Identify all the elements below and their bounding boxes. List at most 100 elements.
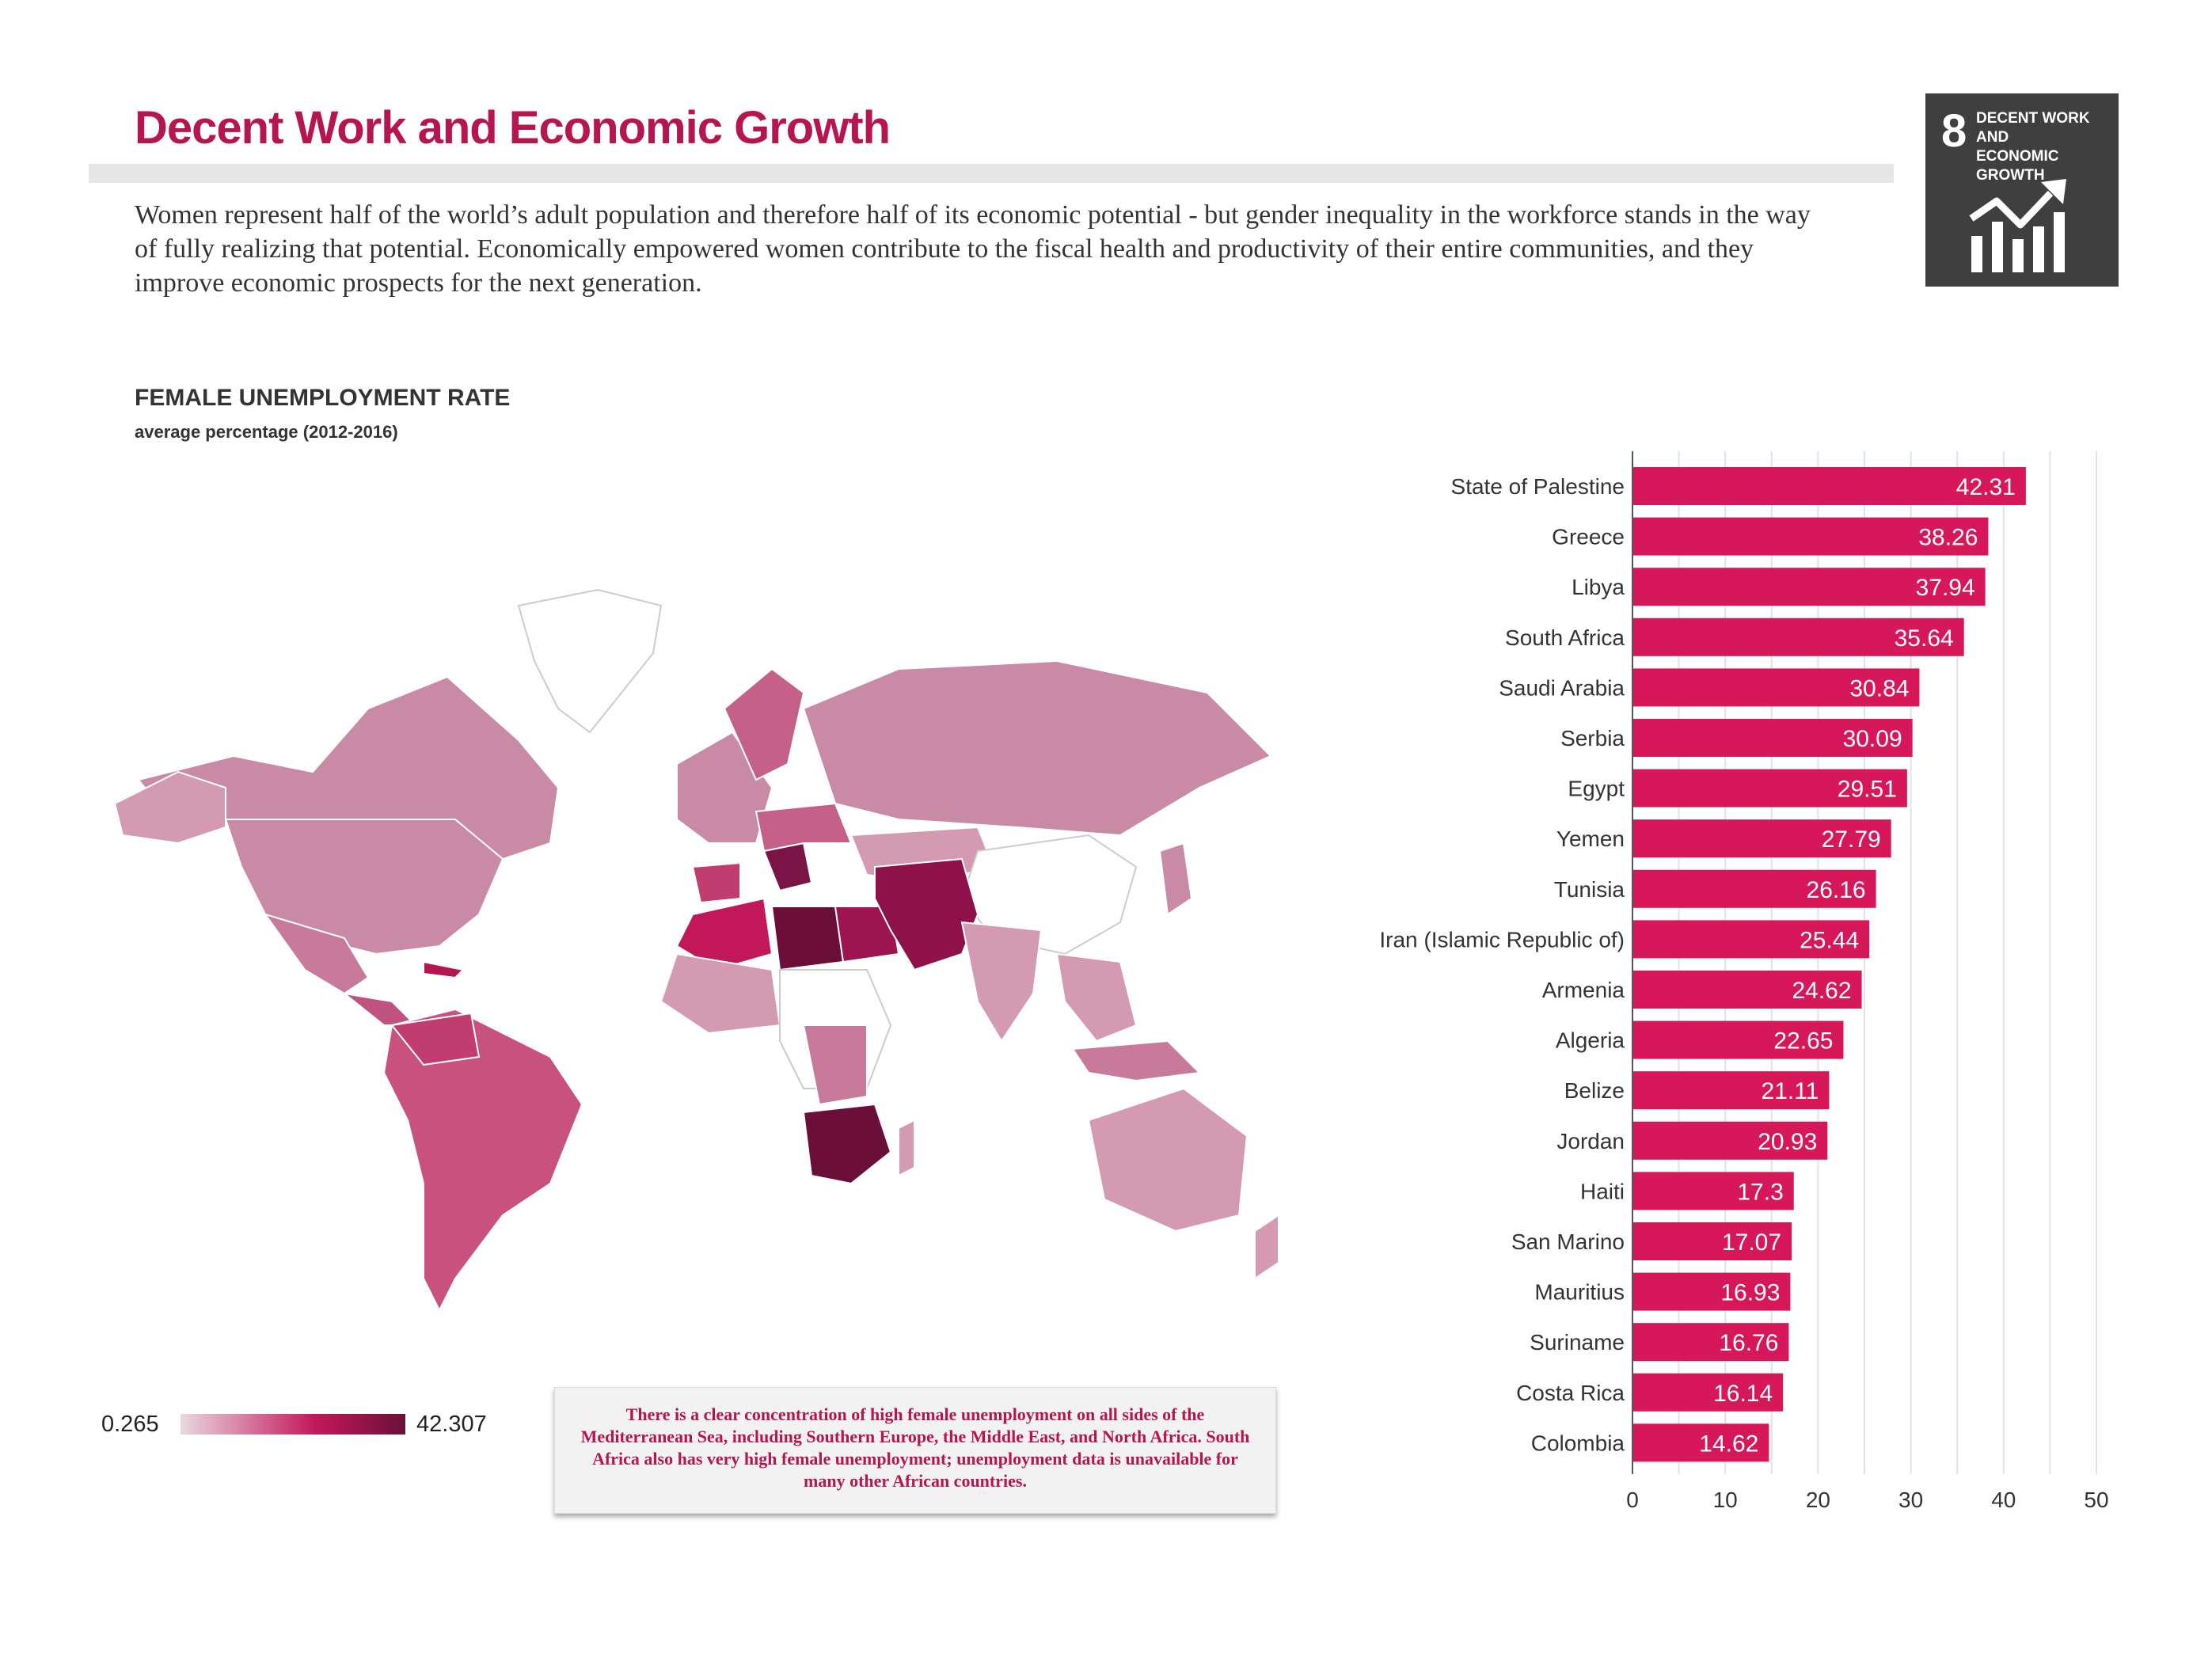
map-russia xyxy=(802,659,1272,837)
value-label: 17.07 xyxy=(1722,1229,1781,1256)
bar xyxy=(1633,719,1913,757)
value-label: 27.79 xyxy=(1822,826,1881,853)
category-label: Costa Rica xyxy=(1516,1381,1625,1405)
category-label: Saudi Arabia xyxy=(1499,675,1625,700)
map-south-america xyxy=(382,1008,583,1313)
category-label: Yemen xyxy=(1556,826,1625,851)
map-southeast-asia xyxy=(1055,952,1138,1043)
value-label: 14.62 xyxy=(1699,1431,1758,1457)
bar xyxy=(1633,568,1986,606)
value-label: 16.93 xyxy=(1720,1280,1780,1306)
map-iberia xyxy=(691,861,741,904)
map-eastern-europe xyxy=(754,802,853,853)
value-label: 35.64 xyxy=(1895,625,1954,652)
map-usa xyxy=(224,819,504,956)
map-libya xyxy=(770,906,845,971)
category-label: Algeria xyxy=(1556,1028,1625,1053)
map-south-africa xyxy=(802,1103,892,1185)
bar xyxy=(1633,467,2026,505)
bar xyxy=(1633,1423,1769,1462)
category-label: Serbia xyxy=(1560,726,1625,750)
bar-chart: State of Palestine 42.31 Greece 38.26 Libya 3… xyxy=(1379,451,2109,1512)
category-label: Jordan xyxy=(1556,1129,1625,1153)
category-label: Egypt xyxy=(1568,777,1625,801)
page-title: Decent Work and Economic Growth xyxy=(135,102,891,154)
map-new-zealand xyxy=(1254,1214,1279,1280)
x-tick-label: 20 xyxy=(1806,1488,1830,1512)
map-scandinavia xyxy=(723,667,805,781)
map-colombia-venezuela xyxy=(390,1012,481,1066)
bar xyxy=(1633,1373,1784,1412)
map-india xyxy=(960,921,1043,1043)
title-divider xyxy=(89,164,1894,183)
category-label: Armenia xyxy=(1542,978,1625,1002)
sdg-badge: 8 DECENT WORK AND ECONOMIC GROWTH xyxy=(1925,93,2119,287)
bar xyxy=(1633,1222,1792,1260)
bar xyxy=(1633,769,1907,808)
bar xyxy=(1633,618,1964,656)
sdg-number: 8 xyxy=(1941,105,1967,157)
category-label: Iran (Islamic Republic of) xyxy=(1379,927,1625,952)
category-label: Colombia xyxy=(1531,1431,1625,1455)
chart-section-title: FEMALE UNEMPLOYMENT RATE xyxy=(135,385,511,411)
legend-max-label: 42.307 xyxy=(416,1412,487,1437)
map-middle-east xyxy=(874,857,979,971)
x-tick-label: 40 xyxy=(1991,1488,2016,1512)
map-australia xyxy=(1087,1087,1249,1233)
value-label: 22.65 xyxy=(1773,1028,1833,1054)
map-west-africa xyxy=(659,952,781,1035)
map-north-africa-west xyxy=(675,897,773,971)
value-label: 38.26 xyxy=(1918,525,1978,551)
category-label: Belize xyxy=(1564,1078,1625,1103)
bar xyxy=(1633,819,1891,858)
category-label: South Africa xyxy=(1505,625,1625,650)
value-label: 30.84 xyxy=(1849,675,1909,701)
x-tick-label: 10 xyxy=(1713,1488,1738,1512)
category-label: Greece xyxy=(1552,525,1625,549)
value-label: 25.44 xyxy=(1800,927,1859,953)
value-label: 26.16 xyxy=(1807,877,1866,903)
category-label: San Marino xyxy=(1511,1229,1625,1254)
annotation-box: There is a clear concentration of high f… xyxy=(554,1387,1276,1514)
x-tick-label: 50 xyxy=(2084,1488,2108,1512)
intro-paragraph: Women represent half of the world’s adul… xyxy=(135,200,1811,298)
value-label: 16.14 xyxy=(1713,1381,1773,1407)
category-label: Libya xyxy=(1572,575,1625,599)
bar xyxy=(1633,517,1989,556)
value-label: 30.09 xyxy=(1843,726,1902,752)
sdg-label: DECENT WORK AND ECONOMIC GROWTH xyxy=(1976,110,2090,184)
map-indonesia xyxy=(1071,1039,1202,1082)
x-tick-label: 30 xyxy=(1898,1488,1923,1512)
bar xyxy=(1633,1071,1830,1110)
legend-min-label: 0.265 xyxy=(101,1412,159,1437)
map-madagascar xyxy=(898,1119,915,1177)
x-tick-label: 0 xyxy=(1626,1488,1639,1512)
legend-color-scale xyxy=(181,1414,405,1434)
bar xyxy=(1633,869,1876,908)
category-label: Suriname xyxy=(1530,1330,1625,1355)
map-east-central-africa xyxy=(802,1024,868,1106)
bar xyxy=(1633,1323,1789,1362)
growth-chart-icon xyxy=(1969,179,2066,272)
chart-section-subtitle: average percentage (2012-2016) xyxy=(135,422,398,442)
annotation-text: There is a clear concentration of high f… xyxy=(580,1404,1250,1491)
bar xyxy=(1633,1172,1794,1210)
bar xyxy=(1633,1020,1844,1059)
value-label: 16.76 xyxy=(1719,1330,1778,1356)
map-egypt xyxy=(834,906,900,963)
bar xyxy=(1633,971,1862,1009)
map-central-america xyxy=(341,992,418,1026)
value-label: 24.62 xyxy=(1792,978,1851,1004)
bar xyxy=(1633,1121,1828,1160)
map-greenland xyxy=(517,588,663,734)
map-alaska xyxy=(113,770,226,845)
map-caribbean xyxy=(423,960,466,979)
category-label: Mauritius xyxy=(1534,1280,1625,1305)
map-japan xyxy=(1158,842,1193,916)
world-map xyxy=(113,588,1279,1313)
value-label: 29.51 xyxy=(1838,777,1897,803)
value-label: 21.11 xyxy=(1762,1078,1819,1104)
category-label: Haiti xyxy=(1580,1179,1625,1203)
value-label: 42.31 xyxy=(1956,474,2016,500)
value-label: 20.93 xyxy=(1758,1129,1817,1155)
